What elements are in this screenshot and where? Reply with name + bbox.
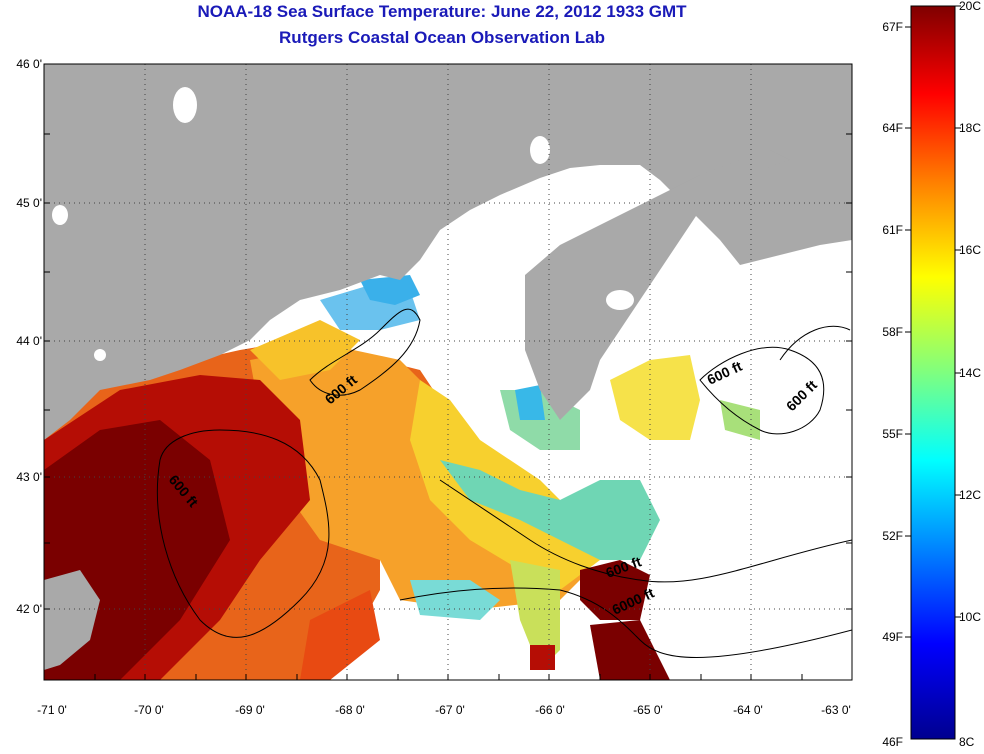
colorbar-label-f: 58F	[882, 325, 903, 339]
map-subtitle: Rutgers Coastal Ocean Observation Lab	[279, 28, 605, 47]
lon-tick-label: -70 0'	[134, 703, 164, 717]
lat-labels: 46 0' 45 0' 44 0' 43 0' 42 0'	[16, 57, 42, 616]
lon-tick-label: -63 0'	[821, 703, 851, 717]
map-title: NOAA-18 Sea Surface Temperature: June 22…	[197, 2, 687, 21]
lon-tick-label: -65 0'	[633, 703, 663, 717]
lat-tick-label: 43 0'	[16, 470, 42, 484]
colorbar-label-f: 46F	[882, 735, 903, 749]
lon-tick-label: -67 0'	[435, 703, 465, 717]
colorbar-label-c: 14C	[959, 366, 981, 380]
lon-labels: -71 0' -70 0' -69 0' -68 0' -67 0' -66 0…	[37, 703, 851, 717]
bathymetry-contours	[156, 308, 852, 658]
lon-tick-label: -71 0'	[37, 703, 67, 717]
colorbar-label-f: 67F	[882, 20, 903, 34]
lat-tick-label: 45 0'	[16, 196, 42, 210]
colorbar: 67F 64F 61F 58F 55F 52F 49F 46F 20C 18C …	[882, 0, 981, 749]
colorbar-label-c: 18C	[959, 121, 981, 135]
colorbar-label-f: 61F	[882, 223, 903, 237]
lon-tick-label: -68 0'	[335, 703, 365, 717]
colorbar-label-f: 49F	[882, 630, 903, 644]
colorbar-label-f: 55F	[882, 427, 903, 441]
colorbar-label-c: 8C	[959, 735, 975, 749]
colorbar-gradient	[910, 5, 956, 740]
lat-tick-label: 44 0'	[16, 334, 42, 348]
land	[44, 64, 852, 670]
colorbar-label-f: 64F	[882, 121, 903, 135]
lakes	[52, 87, 634, 361]
map-layers	[44, 64, 852, 680]
colorbar-label-c: 20C	[959, 0, 981, 13]
lon-tick-label: -69 0'	[235, 703, 265, 717]
colorbar-label-f: 52F	[882, 529, 903, 543]
colorbar-label-c: 16C	[959, 243, 981, 257]
lat-tick-label: 42 0'	[16, 602, 42, 616]
colorbar-label-c: 10C	[959, 610, 981, 624]
colorbar-label-c: 12C	[959, 488, 981, 502]
lon-tick-label: -64 0'	[733, 703, 763, 717]
lat-tick-label: 46 0'	[16, 57, 42, 71]
axis-ticks	[44, 63, 852, 680]
lon-tick-label: -66 0'	[535, 703, 565, 717]
